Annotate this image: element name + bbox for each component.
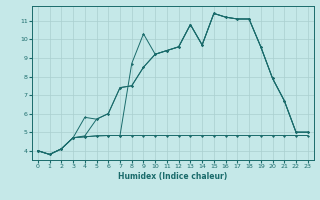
X-axis label: Humidex (Indice chaleur): Humidex (Indice chaleur): [118, 172, 228, 181]
